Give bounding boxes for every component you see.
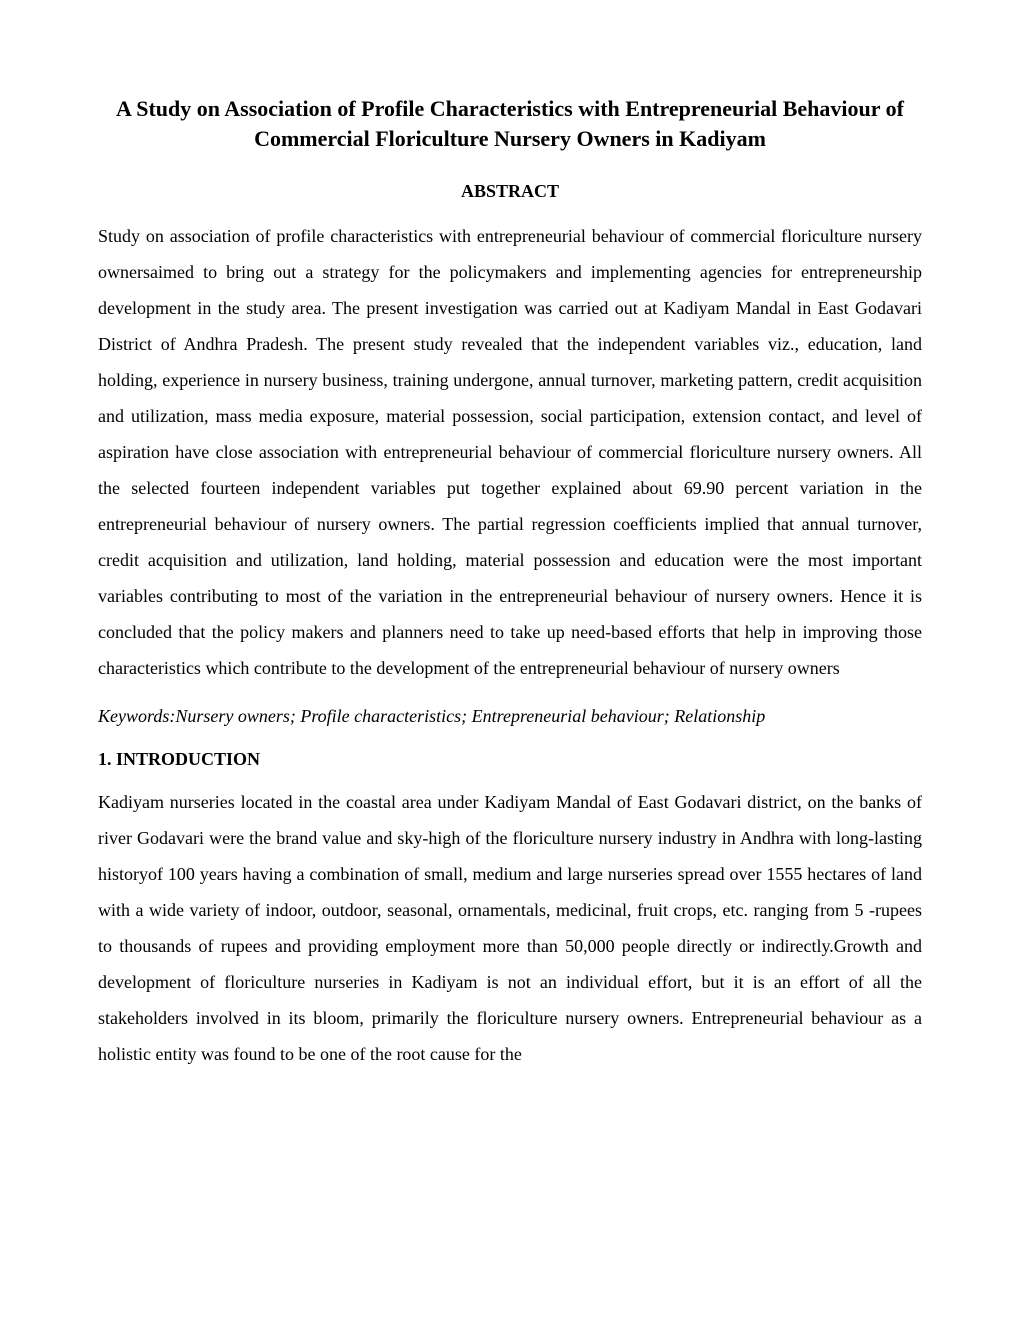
section-1-body: Kadiyam nurseries located in the coastal… [98, 784, 922, 1072]
keywords-line: Keywords:Nursery owners; Profile charact… [98, 706, 922, 727]
abstract-heading: ABSTRACT [98, 181, 922, 202]
section-1-heading: 1. INTRODUCTION [98, 749, 922, 770]
abstract-body: Study on association of profile characte… [98, 218, 922, 686]
paper-title: A Study on Association of Profile Charac… [98, 94, 922, 153]
